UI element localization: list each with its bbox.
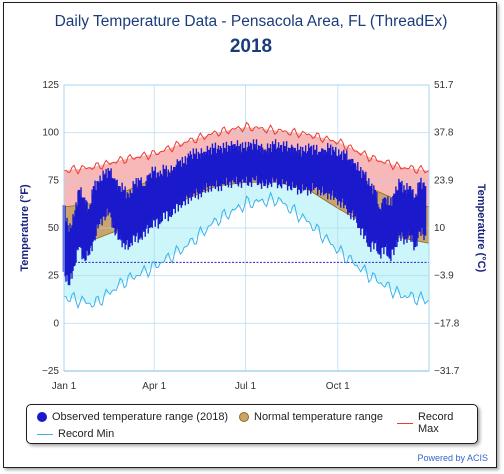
y-tick-label-left: 50 xyxy=(48,223,60,234)
y-tick-label-right: 10 xyxy=(434,223,446,234)
y-tick-label-right: −3.9 xyxy=(434,271,454,282)
y-tick-label-right: 51.7 xyxy=(434,80,454,91)
powered-by-credit[interactable]: Powered by ACIS xyxy=(417,453,488,463)
x-tick-label: Jul 1 xyxy=(235,381,257,392)
y-tick-label-right: −17.8 xyxy=(434,318,460,329)
record-max-line-icon xyxy=(397,422,413,424)
record-min-line xyxy=(63,191,430,310)
x-tick-label: Jan 1 xyxy=(52,381,77,392)
y-tick-label-left: 0 xyxy=(53,318,59,329)
legend-observed-label: Observed temperature range (2018) xyxy=(52,411,229,423)
y-tick-label-left: −25 xyxy=(42,366,59,377)
y-axis-title-right: Temperature (°C) xyxy=(475,184,487,273)
temperature-chart: 125 100 75 50 25 0 −25 51.7 37.8 23.9 10 −3.9 −17.8 −… xyxy=(19,80,487,392)
legend-item-observed[interactable]: Observed temperature range (2018) xyxy=(37,411,228,423)
chart-legend: Observed temperature range (2018) Normal… xyxy=(26,404,478,444)
legend-item-record-max[interactable]: Record Max xyxy=(397,411,477,435)
normal-dot-icon xyxy=(239,412,249,422)
x-tick-label: Oct 1 xyxy=(326,381,350,392)
y-tick-label-right: 23.9 xyxy=(434,175,454,186)
chart-frame: Daily Temperature Data - Pensacola Area,… xyxy=(3,2,497,468)
y-tick-label-left: 25 xyxy=(48,271,60,282)
record-max-line xyxy=(63,121,430,175)
record-min-line-icon xyxy=(37,433,53,435)
y-tick-label-right: −31.7 xyxy=(434,366,460,377)
legend-normal-label: Normal temperature range xyxy=(254,411,384,423)
chart-subtitle: 2018 xyxy=(229,36,273,57)
y-tick-label-right: 37.8 xyxy=(434,128,454,139)
legend-item-record-min[interactable]: Record Min xyxy=(37,428,114,440)
legend-record-max-label: Record Max xyxy=(417,411,454,435)
y-tick-label-left: 75 xyxy=(48,175,60,186)
legend-record-min-label: Record Min xyxy=(58,428,115,440)
legend-item-normal[interactable]: Normal temperature range xyxy=(239,411,383,423)
observed-dot-icon xyxy=(37,412,47,422)
y-tick-label-left: 125 xyxy=(42,80,59,91)
y-axis-title-left: Temperature (°F) xyxy=(19,184,31,272)
x-tick-label: Apr 1 xyxy=(142,381,166,392)
chart-title: Daily Temperature Data - Pensacola Area,… xyxy=(54,13,448,30)
y-tick-label-left: 100 xyxy=(42,128,59,139)
